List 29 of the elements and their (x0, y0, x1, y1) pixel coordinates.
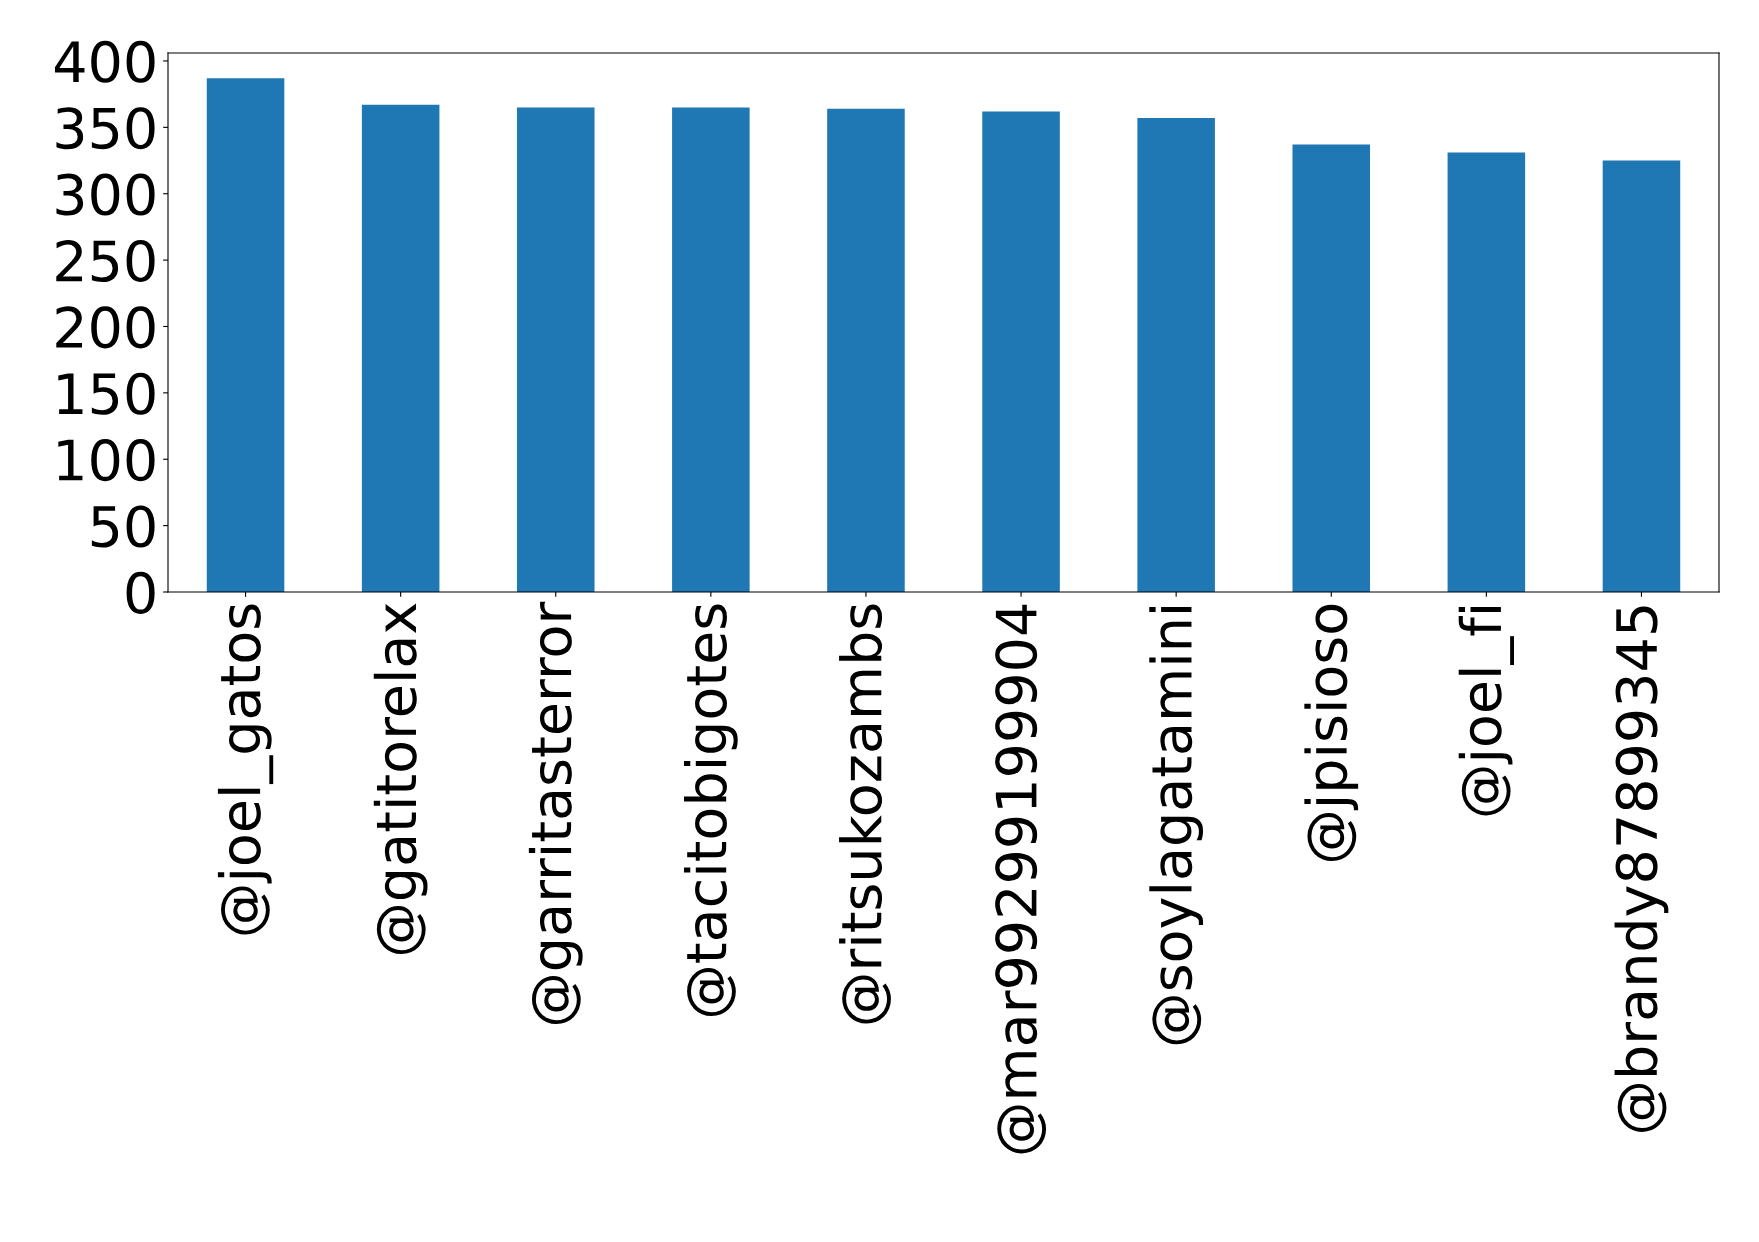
y-tick-label: 0 (126, 571, 155, 614)
bar (361, 104, 440, 592)
y-tick-label: 100 (58, 439, 155, 482)
y-tick-label: 200 (56, 306, 155, 349)
bar (1292, 144, 1371, 592)
x-tick-label: @joel_fi (1458, 606, 1515, 816)
y-tick-label: 150 (58, 372, 155, 415)
bar (827, 108, 905, 592)
bar (206, 78, 285, 592)
x-tick-label: @jpisioso (1304, 604, 1359, 862)
y-tick-label: 300 (56, 173, 155, 216)
x-tick-label: @joel_gatos (217, 604, 274, 935)
y-tick-label: 400 (54, 40, 155, 83)
bar (1137, 118, 1215, 592)
x-tick-label: @gatitorelax (373, 603, 428, 955)
bar (672, 107, 750, 592)
x-tick-label: @brandy87899345 (1614, 606, 1669, 1132)
y-tick-label: 250 (56, 239, 155, 282)
bar (1602, 160, 1681, 592)
x-tick-label: @tacitobigotes (683, 604, 738, 1017)
bar (1447, 152, 1526, 592)
x-tick-label: @ritsukozambs (839, 604, 891, 1024)
x-tick-label: @soylagatamini (1149, 606, 1204, 1045)
bar (982, 111, 1060, 592)
x-tick-label: @garritasterror (528, 601, 583, 1025)
bar (516, 107, 595, 592)
y-tick-label: 350 (56, 107, 155, 150)
y-tick-label: 50 (91, 505, 155, 548)
x-tick-label: @mar99299199904 (995, 604, 1047, 1154)
